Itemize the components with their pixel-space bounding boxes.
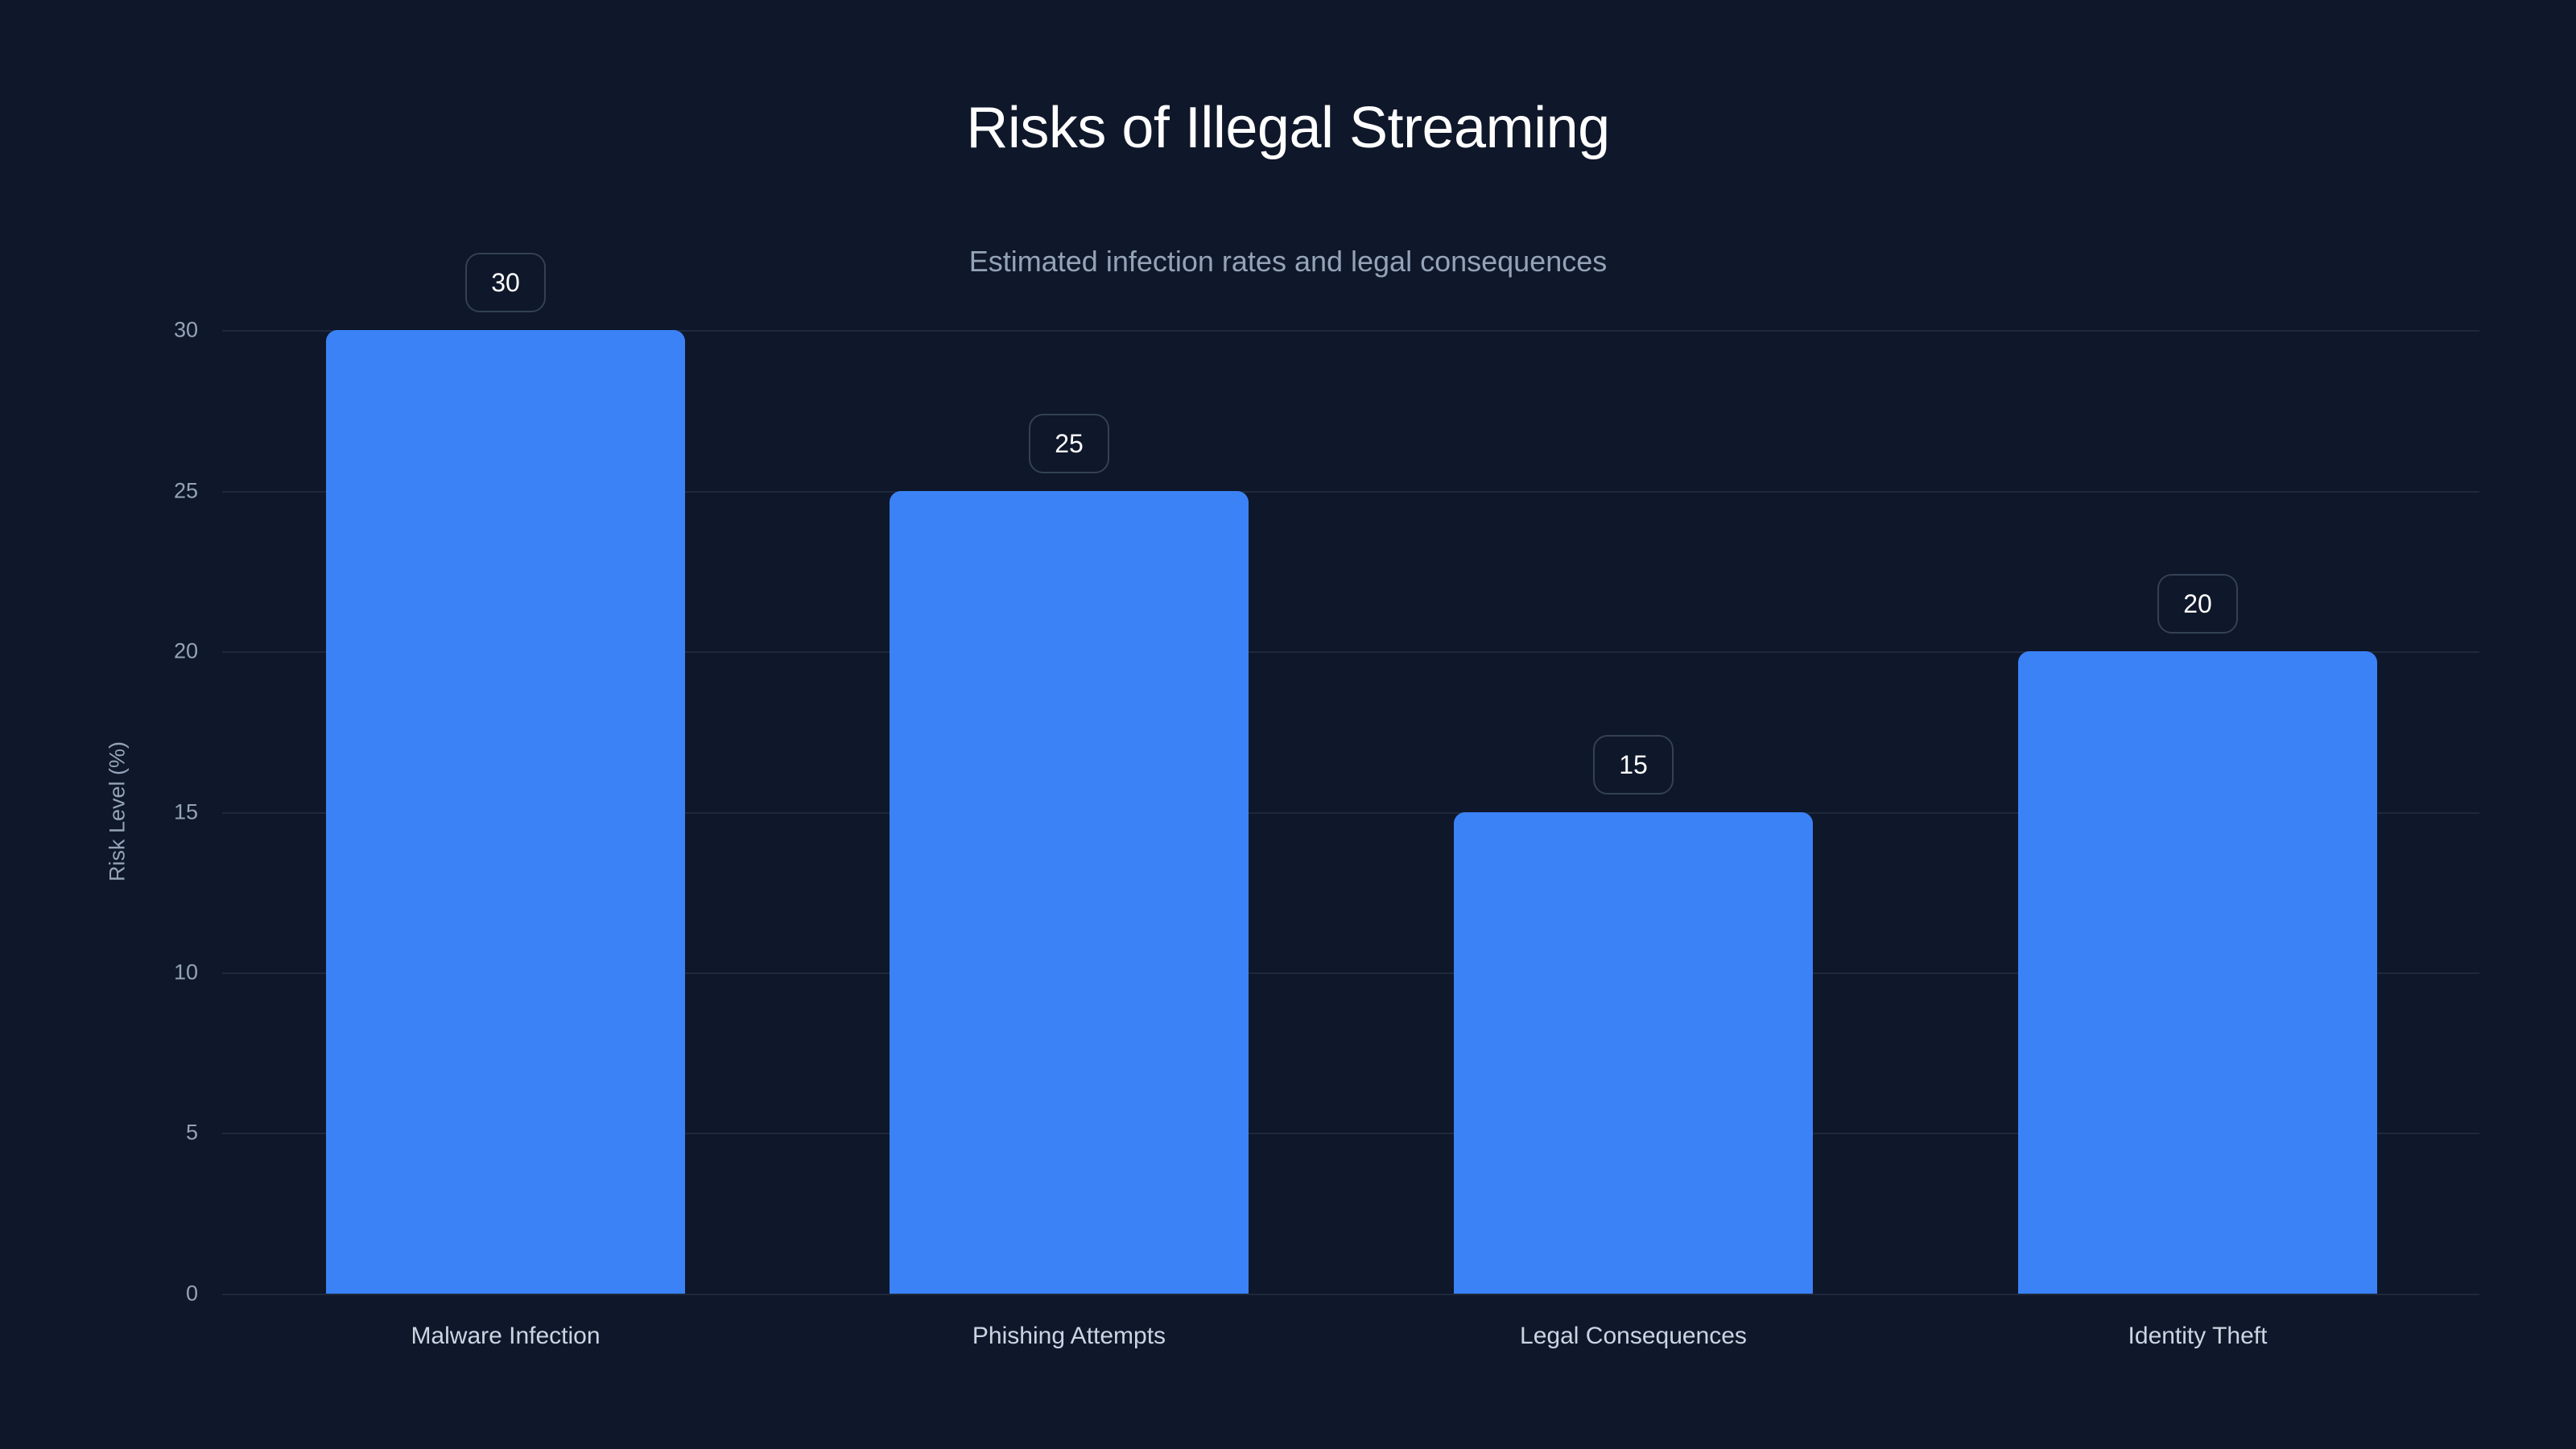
y-tick: 30 (173, 317, 198, 342)
data-label: 20 (2157, 574, 2238, 634)
y-tick: 5 (185, 1120, 198, 1145)
gridline (222, 650, 2479, 653)
gridline (222, 972, 2479, 974)
y-tick: 0 (185, 1281, 198, 1306)
y-tick: 10 (173, 960, 198, 985)
chart-title: Risks of Illegal Streaming (966, 96, 1610, 160)
bar-identity-theft[interactable]: 20 (2018, 574, 2377, 1294)
x-tick: Phishing Attempts (972, 1323, 1166, 1349)
x-tick: Identity Theft (2128, 1323, 2268, 1349)
y-tick: 15 (173, 799, 198, 824)
bar-legal-consequences[interactable]: 15 (1454, 734, 1813, 1294)
y-axis-label: Risk Level (%) (105, 741, 130, 882)
data-label: 30 (465, 253, 546, 312)
gridline (222, 1294, 2479, 1295)
gridline (222, 811, 2479, 814)
bar-phishing-attempts[interactable]: 25 (890, 413, 1249, 1294)
bar-malware-infection[interactable]: 30 (326, 253, 685, 1294)
chart-subtitle: Estimated infection rates and legal cons… (968, 245, 1608, 278)
gridline (222, 490, 2479, 493)
y-tick: 25 (173, 478, 198, 502)
data-label: 25 (1029, 413, 1109, 473)
x-tick: Legal Consequences (1520, 1323, 1747, 1349)
data-label: 15 (1593, 734, 1674, 795)
y-tick: 20 (173, 638, 198, 663)
plot-area: 0 5 10 15 20 25 30 30 25 15 20 Malware I… (174, 253, 2479, 1349)
gridline (222, 1133, 2479, 1135)
gridline (222, 330, 2479, 332)
x-tick: Malware Infection (411, 1323, 601, 1349)
